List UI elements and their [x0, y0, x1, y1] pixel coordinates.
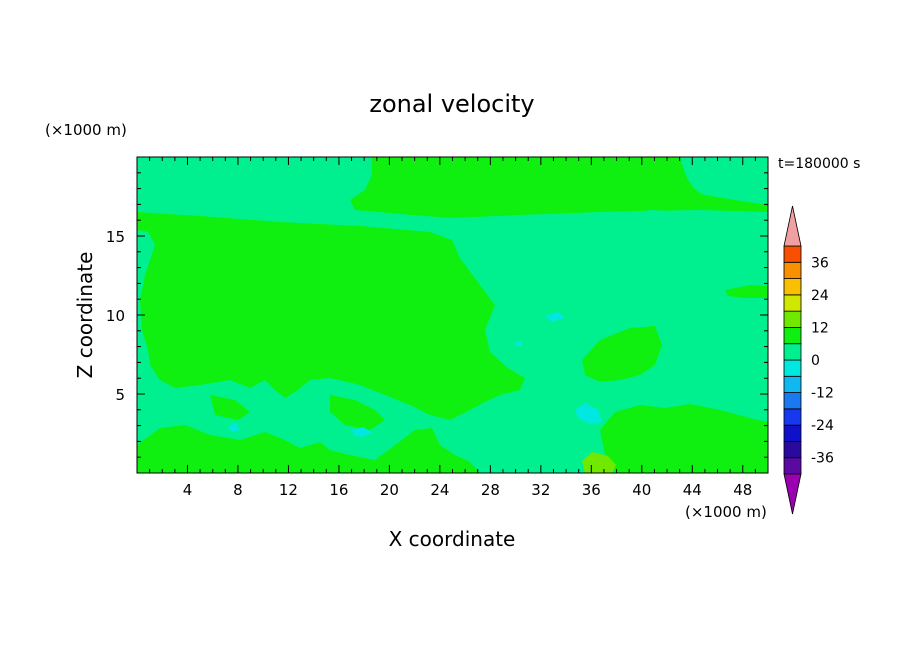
colorbar-label: 12	[811, 320, 829, 336]
colorbar-segment	[783, 294, 802, 312]
x-tick-label: 4	[183, 481, 193, 499]
y-tick-label: 10	[106, 307, 125, 325]
colorbar-segment	[783, 375, 802, 393]
colorbar	[783, 205, 802, 515]
colorbar-segment	[783, 327, 802, 345]
y-tick-label: 5	[115, 386, 125, 404]
axis-ticks	[137, 157, 768, 473]
x-tick-label: 20	[380, 481, 399, 499]
x-tick-label: 48	[733, 481, 752, 499]
colorbar-segment	[783, 359, 802, 377]
field-band-6-12	[330, 395, 385, 430]
x-tick-label: 36	[582, 481, 601, 499]
colorbar-label: 0	[811, 353, 820, 369]
colorbar-segment	[783, 310, 802, 328]
field-band-minus6-0	[352, 427, 372, 437]
colorbar-segment	[783, 457, 802, 475]
field-band-6-12	[350, 157, 768, 218]
colorbar-over-arrow	[783, 205, 802, 247]
field-band-minus6-0	[545, 312, 565, 322]
colorbar-label: -24	[811, 418, 834, 434]
field-band-minus6-0	[228, 423, 240, 432]
x-tick-label: 28	[481, 481, 500, 499]
x-tick-labels: 4 8 12 16 20 24 28 32 36 40 44 48	[183, 481, 753, 499]
x-tick-label: 24	[430, 481, 449, 499]
field-band-6-12	[210, 395, 250, 420]
colorbar-label: -12	[811, 386, 834, 402]
x-tick-label: 32	[531, 481, 550, 499]
contour-field	[137, 157, 768, 473]
chart-title: zonal velocity	[369, 90, 534, 118]
colorbar-segment	[783, 343, 802, 361]
field-band-minus6-0	[515, 340, 522, 346]
colorbar-segment	[783, 441, 802, 459]
field-band-12-18	[582, 452, 616, 473]
colorbar-segment	[783, 245, 802, 263]
colorbar-label: 36	[811, 255, 829, 271]
field-band-minus6-0	[575, 403, 602, 424]
colorbar-segment	[783, 408, 802, 426]
colorbar-under-arrow	[783, 473, 802, 515]
y-tick-label: 15	[106, 228, 125, 246]
colorbar-segment	[783, 392, 802, 410]
colorbar-labels: 36 24 12 0 -12 -24 -36	[811, 255, 834, 466]
field-band-6-12	[600, 404, 768, 473]
colorbar-label: 24	[811, 288, 829, 304]
colorbar-segment	[783, 261, 802, 279]
field-band-6-12	[137, 212, 525, 420]
colorbar-segment	[783, 424, 802, 442]
x-tick-label: 8	[233, 481, 243, 499]
colorbar-label: -36	[811, 451, 834, 467]
field-band-6-12	[725, 285, 768, 298]
field-band-0-6	[620, 210, 705, 221]
x-tick-label: 40	[632, 481, 651, 499]
x-tick-label: 16	[329, 481, 348, 499]
x-tick-label: 44	[683, 481, 702, 499]
y-tick-labels: 5 10 15	[106, 228, 125, 404]
y-unit-label: (×1000 m)	[45, 121, 127, 139]
time-label: t=180000 s	[778, 156, 860, 172]
y-axis-label: Z coordinate	[73, 252, 97, 379]
x-unit-label: (×1000 m)	[685, 503, 767, 521]
field-band-6-12	[137, 425, 480, 473]
x-tick-label: 12	[279, 481, 298, 499]
x-axis-label: X coordinate	[389, 527, 516, 551]
colorbar-segment	[783, 278, 802, 296]
field-band-6-12	[582, 326, 662, 382]
